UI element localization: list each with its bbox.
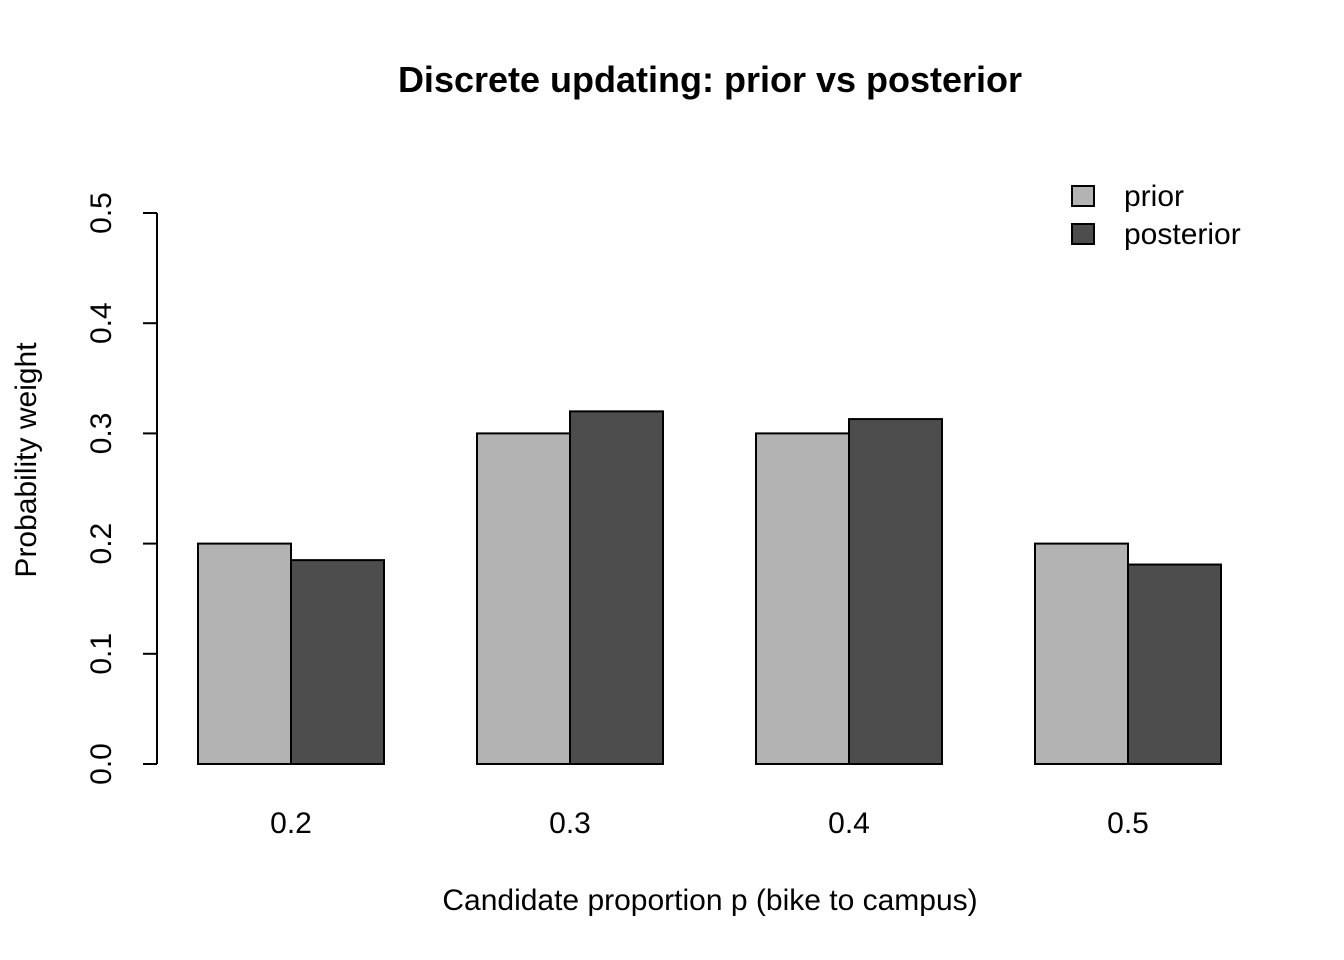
bar-posterior-0.2 [290,559,385,765]
y-tick-label: 0.3 [85,413,118,455]
x-axis-label: Candidate proportion p (bike to campus) [442,884,977,917]
bar-posterior-0.3 [569,410,664,765]
chart-title: Discrete updating: prior vs posterior [398,59,1022,100]
x-tick-label: 0.2 [270,807,312,840]
legend-label-posterior: posterior [1124,218,1241,251]
bar-prior-0.4 [755,432,850,765]
y-tick-label: 0.2 [85,523,118,565]
x-tick-label: 0.3 [549,807,591,840]
legend-swatch-prior [1071,185,1095,207]
y-tick-label: 0.0 [85,743,118,785]
y-tick-label: 0.1 [85,633,118,675]
legend-swatch-posterior [1071,223,1095,245]
bar-prior-0.2 [197,542,292,765]
y-tick-label: 0.5 [85,192,118,234]
bar-prior-0.3 [476,432,571,765]
bar-posterior-0.5 [1127,563,1222,766]
y-axis-label: Probability weight [10,342,43,578]
y-axis: 0.0 0.1 0.2 0.3 0.4 0.5 [85,192,158,785]
bar-prior-0.5 [1034,542,1129,765]
y-tick-label: 0.4 [85,302,118,344]
x-tick-label: 0.5 [1107,807,1149,840]
legend-label-prior: prior [1124,180,1184,213]
x-axis-tick-labels: 0.2 0.3 0.4 0.5 [270,807,1149,840]
x-tick-label: 0.4 [828,807,870,840]
bar-posterior-0.4 [848,418,943,765]
legend: prior posterior [1071,180,1241,251]
bars-group [197,410,1222,766]
